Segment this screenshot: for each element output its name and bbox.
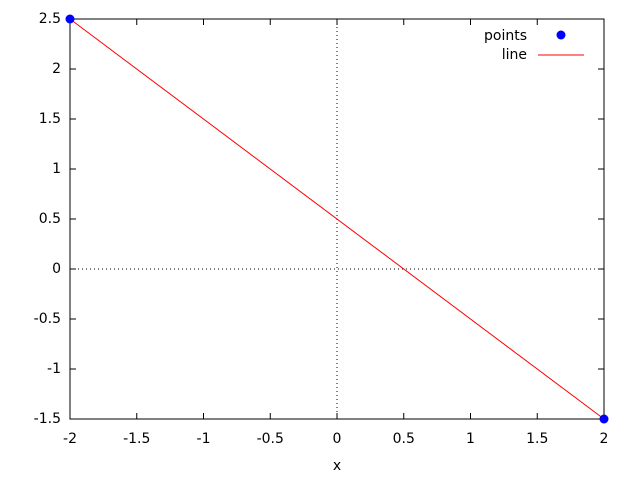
y-tick-label: 2.5 — [39, 11, 61, 27]
y-tick-label: -0.5 — [34, 311, 61, 327]
x-axis-label: x — [333, 458, 341, 474]
x-tick-label: 0.5 — [393, 431, 415, 447]
x-tick-label: 2 — [600, 431, 609, 447]
y-tick-label: 0 — [52, 261, 61, 277]
line — [69, 18, 605, 420]
y-tick-label: -1 — [47, 361, 61, 377]
x-tick-label: -1 — [197, 431, 211, 447]
y-tick-label: 1.5 — [39, 111, 61, 127]
x-tick-label: -0.5 — [257, 431, 284, 447]
y-tick-label: 1 — [52, 161, 61, 177]
legend-label: points — [484, 28, 527, 44]
x-tick-label: 1 — [466, 431, 475, 447]
y-tick-label: -1.5 — [34, 411, 61, 427]
legend-marker — [556, 30, 566, 40]
legend-label: line — [502, 47, 527, 63]
y-tick-label: 2 — [52, 61, 61, 77]
x-tick-label: -1.5 — [123, 431, 150, 447]
x-tick-label: 0 — [333, 431, 342, 447]
x-tick-label: -2 — [63, 431, 77, 447]
point — [599, 414, 609, 424]
y-tick-label: 0.5 — [39, 211, 61, 227]
point — [65, 14, 75, 24]
x-tick-label: 1.5 — [526, 431, 548, 447]
